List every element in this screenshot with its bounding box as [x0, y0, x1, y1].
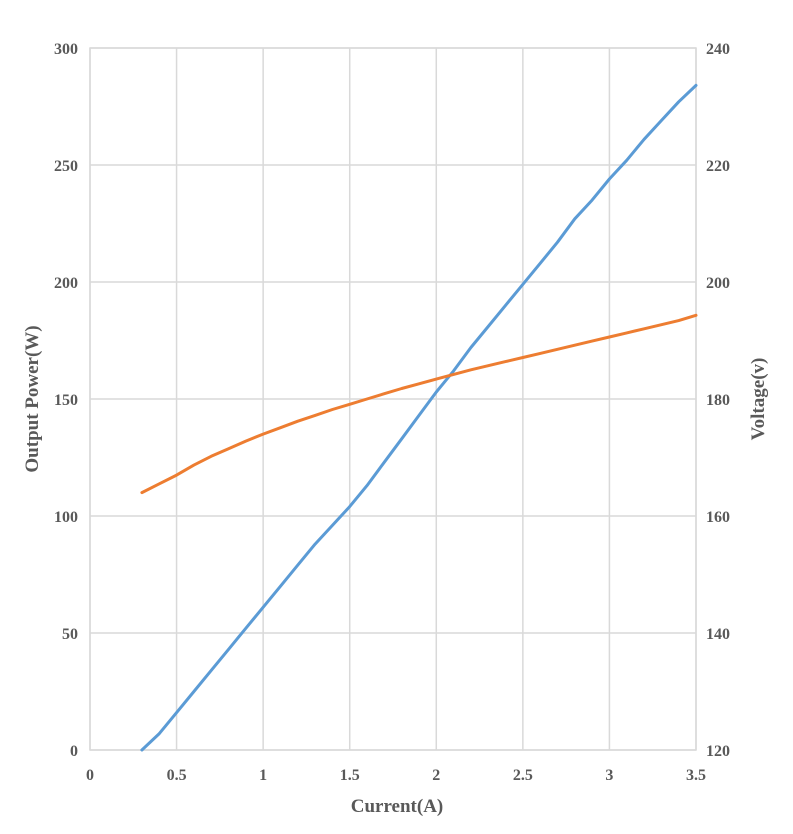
x-tick-label: 0: [86, 767, 94, 784]
x-axis-title: Current(A): [351, 796, 444, 817]
y-tick-label: 150: [54, 392, 78, 409]
y-tick-label: 0: [70, 743, 78, 760]
x-tick-label: 3: [605, 767, 613, 784]
y2-axis-title: Voltage(v): [748, 358, 769, 441]
y2-tick-label: 220: [706, 158, 730, 175]
y-tick-label: 50: [62, 626, 78, 643]
y-tick-label: 200: [54, 275, 78, 292]
y-tick-label: 100: [54, 509, 78, 526]
x-tick-label: 3.5: [686, 767, 706, 784]
x-tick-label: 1: [259, 767, 267, 784]
y2-tick-label: 180: [706, 392, 730, 409]
y2-tick-label: 140: [706, 626, 730, 643]
output-power-series-line: [140, 83, 698, 752]
x-tick-label: 2: [432, 767, 440, 784]
y2-tick-label: 160: [706, 509, 730, 526]
x-tick-label: 2.5: [513, 767, 533, 784]
y2-tick-label: 200: [706, 275, 730, 292]
y-axis-title: Output Power(W): [22, 325, 43, 472]
y-tick-label: 250: [54, 158, 78, 175]
x-tick-label: 0.5: [167, 767, 187, 784]
plot-frame: [89, 47, 697, 751]
y-tick-label: 300: [54, 41, 78, 58]
series-lines: [140, 83, 698, 752]
voltage-series-line: [140, 313, 698, 495]
tick-labels: 0 0.5 1 1.5 2 2.5 3 3.5 0 50 100 150 200 250 300 120 140…: [54, 41, 730, 784]
y2-tick-label: 120: [706, 743, 730, 760]
grid-lines: [89, 47, 697, 751]
x-tick-label: 1.5: [340, 767, 360, 784]
y2-tick-label: 240: [706, 41, 730, 58]
